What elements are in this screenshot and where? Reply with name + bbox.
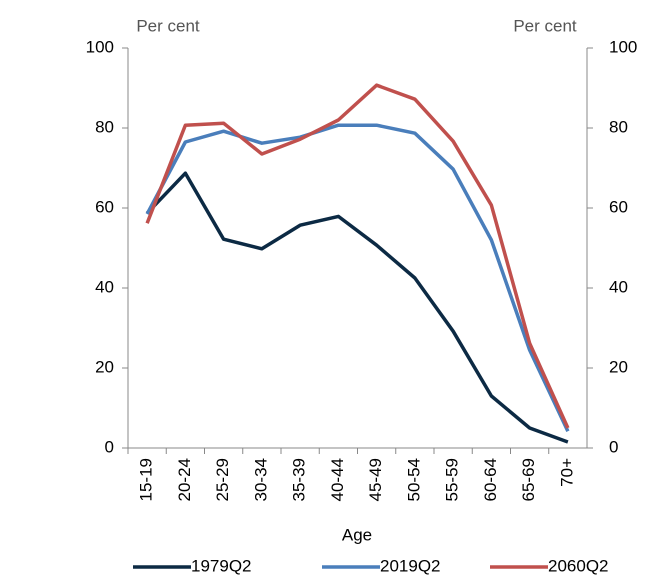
legend-label: 2019Q2 xyxy=(380,556,441,575)
y-tick-label: 40 xyxy=(95,277,114,296)
y-tick-label: 100 xyxy=(86,37,114,56)
y-tick-label: 80 xyxy=(95,117,114,136)
x-tick-label: 30-34 xyxy=(251,458,270,501)
y-tick-label: 20 xyxy=(95,357,114,376)
legend-label: 2060Q2 xyxy=(548,556,609,575)
x-tick-label: 45-49 xyxy=(366,458,385,501)
y2-tick-label: 80 xyxy=(609,117,628,136)
x-tick-label: 60-64 xyxy=(481,458,500,501)
y2-tick-label: 100 xyxy=(609,37,637,56)
y2-tick-label: 40 xyxy=(609,277,628,296)
line-series xyxy=(145,171,569,444)
y2-tick-label: 0 xyxy=(609,437,618,456)
line-series xyxy=(145,123,570,432)
y2-axis-label: Per cent xyxy=(513,16,577,35)
x-axis-label: Age xyxy=(342,525,372,544)
y2-tick-label: 20 xyxy=(609,357,628,376)
y-axis-label: Per cent xyxy=(136,16,200,35)
x-tick-label: 25-29 xyxy=(213,458,232,501)
x-tick-label: 15-19 xyxy=(137,458,156,501)
x-tick-label: 40-44 xyxy=(328,458,347,501)
x-tick-label: 65-69 xyxy=(519,458,538,501)
line-series xyxy=(145,83,570,429)
x-tick-label: 55-59 xyxy=(443,458,462,501)
x-tick-label: 35-39 xyxy=(290,458,309,501)
x-tick-label: 70+ xyxy=(557,458,576,487)
y2-tick-label: 60 xyxy=(609,197,628,216)
x-tick-label: 20-24 xyxy=(175,458,194,501)
x-tick-label: 50-54 xyxy=(404,458,423,501)
y-tick-label: 0 xyxy=(105,437,114,456)
y-tick-label: 60 xyxy=(95,197,114,216)
legend-label: 1979Q2 xyxy=(191,556,252,575)
